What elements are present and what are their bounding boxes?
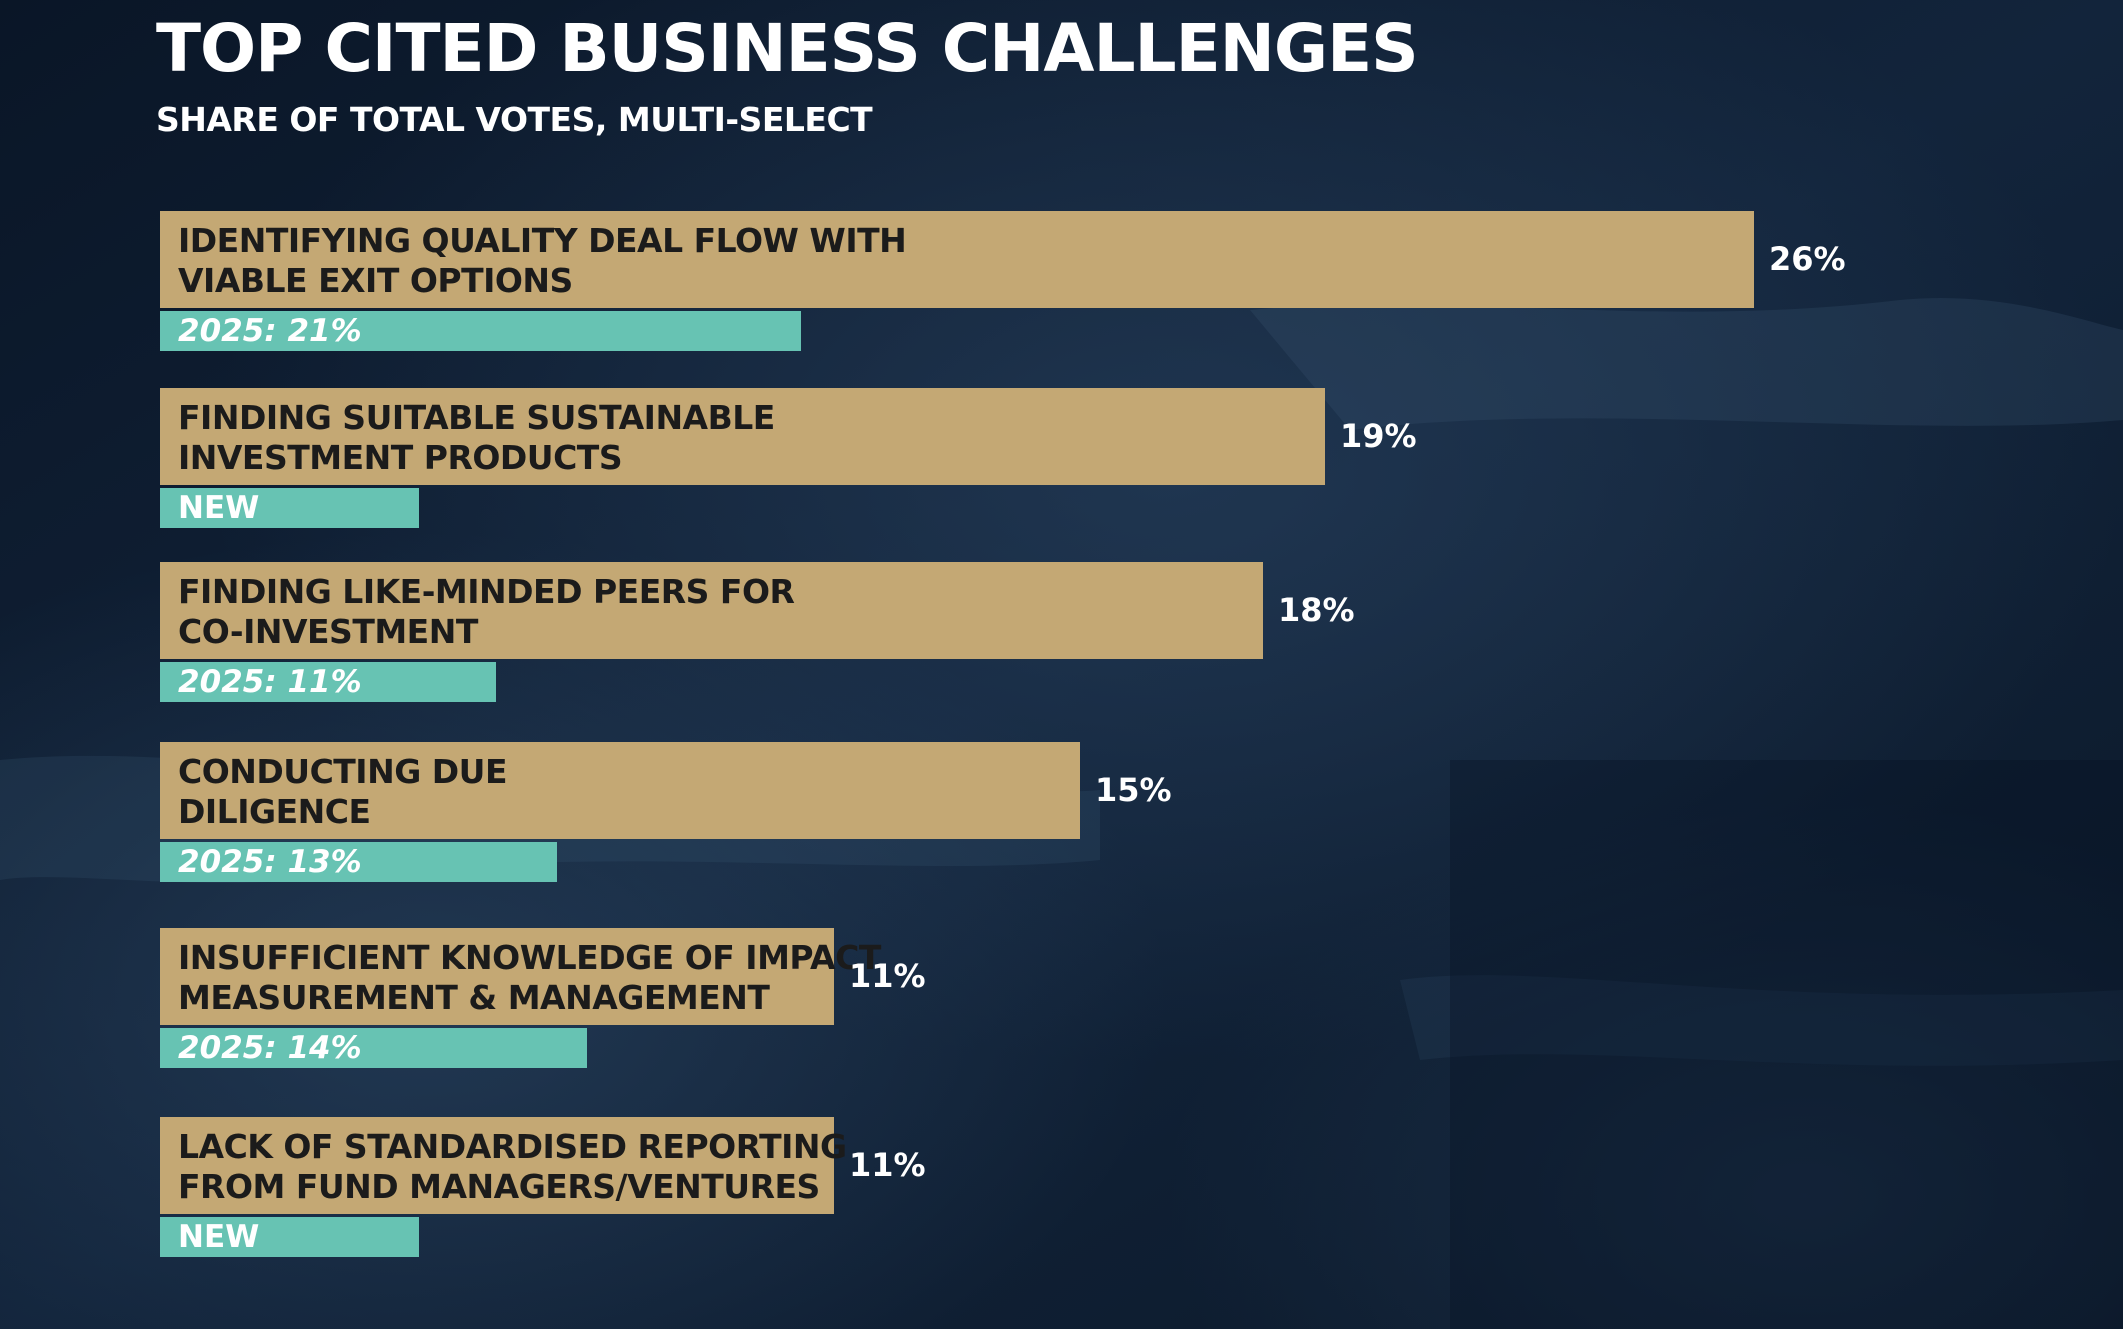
category-label: LACK OF STANDARDISED REPORTING [178,1127,847,1166]
chart-title: TOP CITED BUSINESS CHALLENGES [156,10,1419,87]
bar-3: FINDING LIKE-MINDED PEERS FOR CO-INVESTME… [160,562,1263,659]
new-badge: NEW [160,488,419,528]
prior-year-bar: 2025: 21% [160,311,801,351]
category-label: IDENTIFYING QUALITY DEAL FLOW WITH [178,221,907,260]
category-label: DILIGENCE [178,792,371,831]
bar-5: INSUFFICIENT KNOWLEDGE OF IMPACT MEASUREM… [160,928,881,1025]
category-label: FINDING SUITABLE SUSTAINABLE [178,398,775,437]
prior-year-bar: 2025: 13% [160,842,557,882]
value-label: 19% [1340,417,1417,455]
category-label: INSUFFICIENT KNOWLEDGE OF IMPACT [178,938,881,977]
bar-2: FINDING SUITABLE SUSTAINABLE INVESTMENT P… [160,388,1325,485]
category-label: MEASUREMENT & MANAGEMENT [178,978,770,1017]
category-label: VIABLE EXIT OPTIONS [178,261,573,300]
category-label: FROM FUND MANAGERS/VENTURES [178,1167,820,1206]
prior-year-bar: 2025: 11% [160,662,496,702]
category-label: CONDUCTING DUE [178,752,508,791]
prior-year-bar: 2025: 14% [160,1028,587,1068]
chart-subtitle: SHARE OF TOTAL VOTES, MULTI-SELECT [156,100,873,139]
new-badge: NEW [160,1217,419,1257]
bar-1: IDENTIFYING QUALITY DEAL FLOW WITH VIABLE… [160,211,1754,308]
category-label: INVESTMENT PRODUCTS [178,438,623,477]
bar-6: LACK OF STANDARDISED REPORTING FROM FUND … [160,1117,847,1214]
value-label: 11% [849,957,926,995]
value-label: 15% [1095,771,1172,809]
category-label: CO-INVESTMENT [178,612,478,651]
value-label: 18% [1278,591,1355,629]
category-label: FINDING LIKE-MINDED PEERS FOR [178,572,795,611]
bar-4: CONDUCTING DUE DILIGENCE [160,742,1080,839]
value-label: 26% [1769,240,1846,278]
value-label: 11% [849,1146,926,1184]
